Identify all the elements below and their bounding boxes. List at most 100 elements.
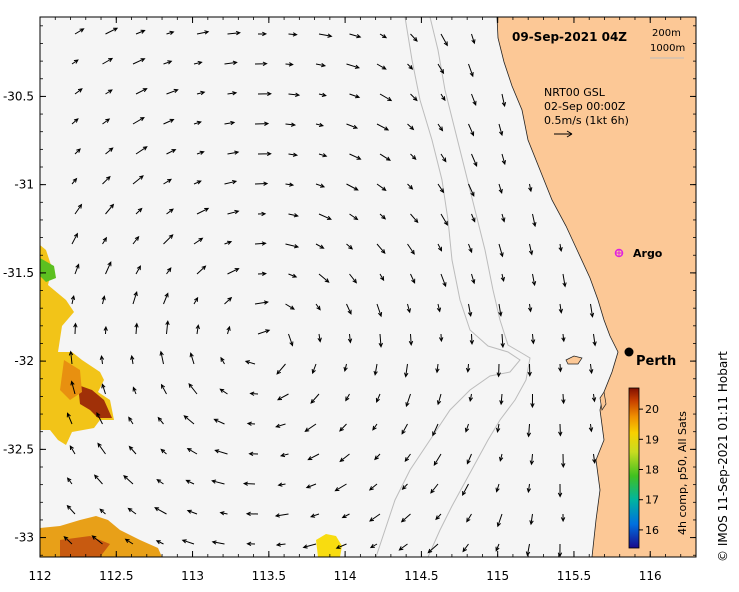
current-arrow bbox=[249, 391, 259, 396]
current-arrow bbox=[561, 453, 566, 469]
current-arrow bbox=[93, 474, 103, 485]
current-arrow bbox=[102, 57, 114, 65]
current-arrow bbox=[66, 412, 73, 425]
current-arrow bbox=[318, 273, 330, 283]
current-arrow bbox=[224, 180, 238, 185]
current-arrow bbox=[105, 147, 114, 155]
current-arrow bbox=[183, 415, 195, 425]
current-arrow bbox=[135, 265, 141, 275]
current-arrow bbox=[437, 183, 445, 194]
current-arrow bbox=[501, 213, 506, 223]
land-western-australia bbox=[496, 17, 696, 557]
current-arrow bbox=[435, 513, 442, 521]
current-arrow bbox=[498, 303, 503, 317]
x-tick-label-4: 114 bbox=[334, 569, 357, 583]
current-arrow bbox=[285, 303, 295, 310]
current-arrow bbox=[496, 423, 501, 433]
current-arrow bbox=[406, 303, 411, 314]
current-arrow bbox=[592, 453, 597, 464]
current-arrow bbox=[407, 63, 414, 70]
current-arrow bbox=[186, 509, 198, 515]
current-scale-label: 0.5m/s (1kt 6h) bbox=[544, 114, 629, 127]
current-arrow bbox=[224, 120, 236, 126]
current-arrow bbox=[398, 543, 408, 551]
current-arrow bbox=[558, 363, 563, 373]
current-arrow bbox=[379, 33, 388, 39]
current-arrow bbox=[343, 363, 348, 373]
current-arrow bbox=[134, 322, 139, 335]
current-arrow bbox=[496, 363, 501, 378]
x-tick-label-0: 112 bbox=[29, 569, 52, 583]
current-arrow bbox=[315, 183, 326, 188]
x-tick-label-5: 114.5 bbox=[404, 569, 438, 583]
current-arrow bbox=[96, 411, 103, 425]
current-arrow bbox=[105, 89, 113, 95]
current-arrow bbox=[196, 207, 210, 215]
current-arrow bbox=[315, 63, 327, 68]
current-arrow bbox=[285, 182, 295, 187]
current-arrow bbox=[349, 213, 359, 221]
current-arrow bbox=[436, 303, 442, 313]
current-arrow bbox=[528, 183, 533, 193]
current-arrow bbox=[227, 150, 240, 155]
current-arrow bbox=[495, 543, 500, 552]
colorbar-label: 4h comp, p50, All Sats bbox=[676, 411, 689, 535]
current-arrow bbox=[68, 350, 74, 365]
current-arrow bbox=[97, 442, 106, 455]
current-arrow bbox=[471, 153, 478, 167]
colorbar-tick-2: 18 bbox=[645, 464, 659, 477]
current-arrow bbox=[189, 352, 195, 365]
current-arrow bbox=[254, 241, 267, 246]
current-arrow bbox=[105, 261, 112, 275]
scale-arrow bbox=[554, 130, 573, 138]
y-tick-label-3: -32 bbox=[14, 354, 34, 368]
current-arrow bbox=[135, 29, 146, 35]
current-arrow bbox=[276, 363, 286, 375]
x-tick-label-1: 112.5 bbox=[99, 569, 133, 583]
current-arrow bbox=[73, 322, 78, 335]
current-arrow bbox=[410, 33, 418, 42]
current-arrow bbox=[588, 363, 594, 375]
current-arrow bbox=[532, 213, 537, 228]
current-arrow bbox=[219, 511, 228, 516]
current-arrow bbox=[71, 59, 79, 65]
current-arrow bbox=[589, 303, 595, 318]
current-arrow bbox=[500, 333, 505, 349]
current-arrow bbox=[156, 478, 164, 485]
current-arrow bbox=[195, 324, 200, 335]
current-arrow bbox=[440, 273, 447, 288]
current-arrow bbox=[66, 504, 76, 515]
current-arrow bbox=[346, 303, 352, 315]
depth-contours bbox=[375, 17, 531, 557]
current-arrow bbox=[193, 60, 203, 66]
current-arrow bbox=[224, 240, 233, 245]
current-arrow bbox=[196, 90, 206, 96]
sst-patch-west-warm bbox=[78, 385, 112, 418]
y-tick-label-2: -31.5 bbox=[3, 266, 34, 280]
current-arrow bbox=[433, 453, 442, 467]
current-arrow bbox=[465, 363, 471, 373]
current-arrow bbox=[246, 541, 256, 547]
current-arrow bbox=[410, 213, 419, 224]
current-arrow bbox=[501, 153, 506, 166]
current-arrow bbox=[346, 243, 354, 250]
current-arrow bbox=[530, 333, 536, 345]
current-arrow bbox=[376, 123, 390, 131]
current-arrow bbox=[160, 383, 167, 395]
current-arrow bbox=[349, 273, 357, 284]
current-arrow bbox=[407, 243, 415, 255]
y-tick-label-1: -31 bbox=[14, 178, 34, 192]
current-date-label: 02-Sep 00:00Z bbox=[544, 100, 626, 113]
current-arrow bbox=[105, 203, 115, 215]
current-arrow bbox=[466, 453, 472, 465]
current-arrow bbox=[279, 452, 289, 458]
current-arrow bbox=[440, 33, 448, 47]
current-arrow bbox=[165, 320, 170, 335]
current-arrow bbox=[63, 536, 73, 545]
current-arrow bbox=[498, 183, 503, 195]
current-arrow bbox=[132, 58, 146, 65]
current-arrow bbox=[74, 148, 81, 155]
current-arrow bbox=[378, 333, 383, 348]
current-arrow bbox=[410, 93, 418, 102]
current-arrow bbox=[499, 453, 504, 462]
